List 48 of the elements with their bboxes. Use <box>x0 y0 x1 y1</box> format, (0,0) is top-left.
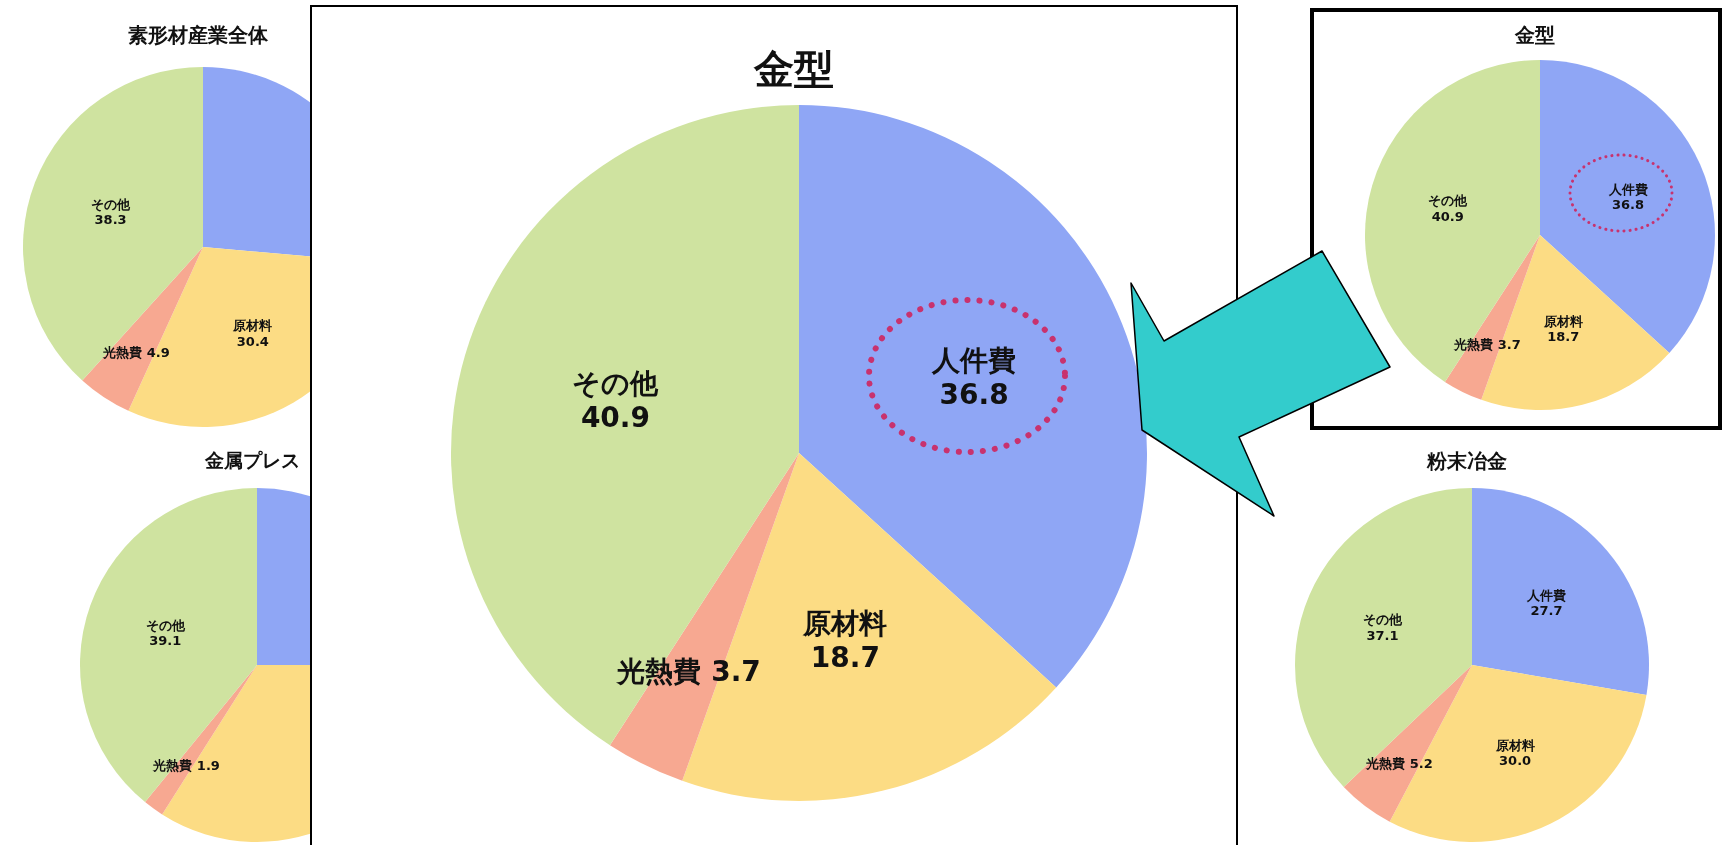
slice-label: 光熱費 3.7 <box>1453 337 1521 353</box>
data-label: 36.8 <box>939 377 1009 411</box>
pie-slice <box>1365 60 1540 382</box>
chart-title: 金属プレス <box>204 448 300 473</box>
pie-slice <box>1295 488 1472 787</box>
data-label: 27.7 <box>1530 603 1563 619</box>
chart-title: 金型 <box>1515 22 1555 49</box>
slice-label: 原材料 <box>802 607 888 641</box>
slice-label: その他 <box>572 367 660 401</box>
data-label: 40.9 <box>580 400 650 434</box>
pie-slice <box>1343 665 1472 822</box>
pie-slice <box>1481 235 1670 410</box>
slice-label: 原材料 <box>1542 313 1583 329</box>
slice-label: その他 <box>91 196 132 212</box>
slice-label: その他 <box>145 617 186 633</box>
data-label: 18.7 <box>1547 329 1580 345</box>
pie-slice <box>82 247 203 411</box>
data-label: 38.3 <box>94 212 127 228</box>
slice-label: 人件費 <box>1525 587 1566 603</box>
pie-slice <box>1540 60 1715 353</box>
slice-label: 人件費 <box>1607 181 1648 197</box>
slice-label: 光熱費 5.2 <box>1365 756 1433 772</box>
pie-slice <box>23 67 203 381</box>
chart-title: 粉末冶金 <box>1427 448 1507 475</box>
slice-label: 人件費 <box>931 344 1017 378</box>
chart-title: 金型 <box>754 45 834 94</box>
slice-label: 光熱費 3.7 <box>615 654 761 688</box>
data-label: 36.8 <box>1612 197 1645 213</box>
slice-label: その他 <box>1363 612 1404 628</box>
data-label: 39.1 <box>149 633 182 649</box>
slice-label: 光熱費 1.9 <box>152 757 220 773</box>
pie-slice <box>145 665 257 815</box>
slice-label: 原材料 <box>232 317 273 333</box>
data-label: 37.1 <box>1366 627 1399 643</box>
data-label: 30.4 <box>236 333 269 349</box>
slice-label: その他 <box>1428 193 1469 209</box>
pie-slice <box>609 453 799 781</box>
data-label: 30.0 <box>1499 753 1532 769</box>
chart-title: 素形材産業全体 <box>128 22 268 49</box>
slice-label: 原材料 <box>1494 737 1535 753</box>
pie-slice <box>1444 235 1540 400</box>
pie-slice <box>451 105 799 746</box>
data-label: 40.9 <box>1431 208 1464 224</box>
pie-slice <box>1472 488 1649 695</box>
data-label: 18.7 <box>810 640 880 674</box>
pie-slice <box>799 105 1147 688</box>
pie-slice <box>80 488 257 803</box>
slice-label: 光熱費 4.9 <box>102 344 170 360</box>
